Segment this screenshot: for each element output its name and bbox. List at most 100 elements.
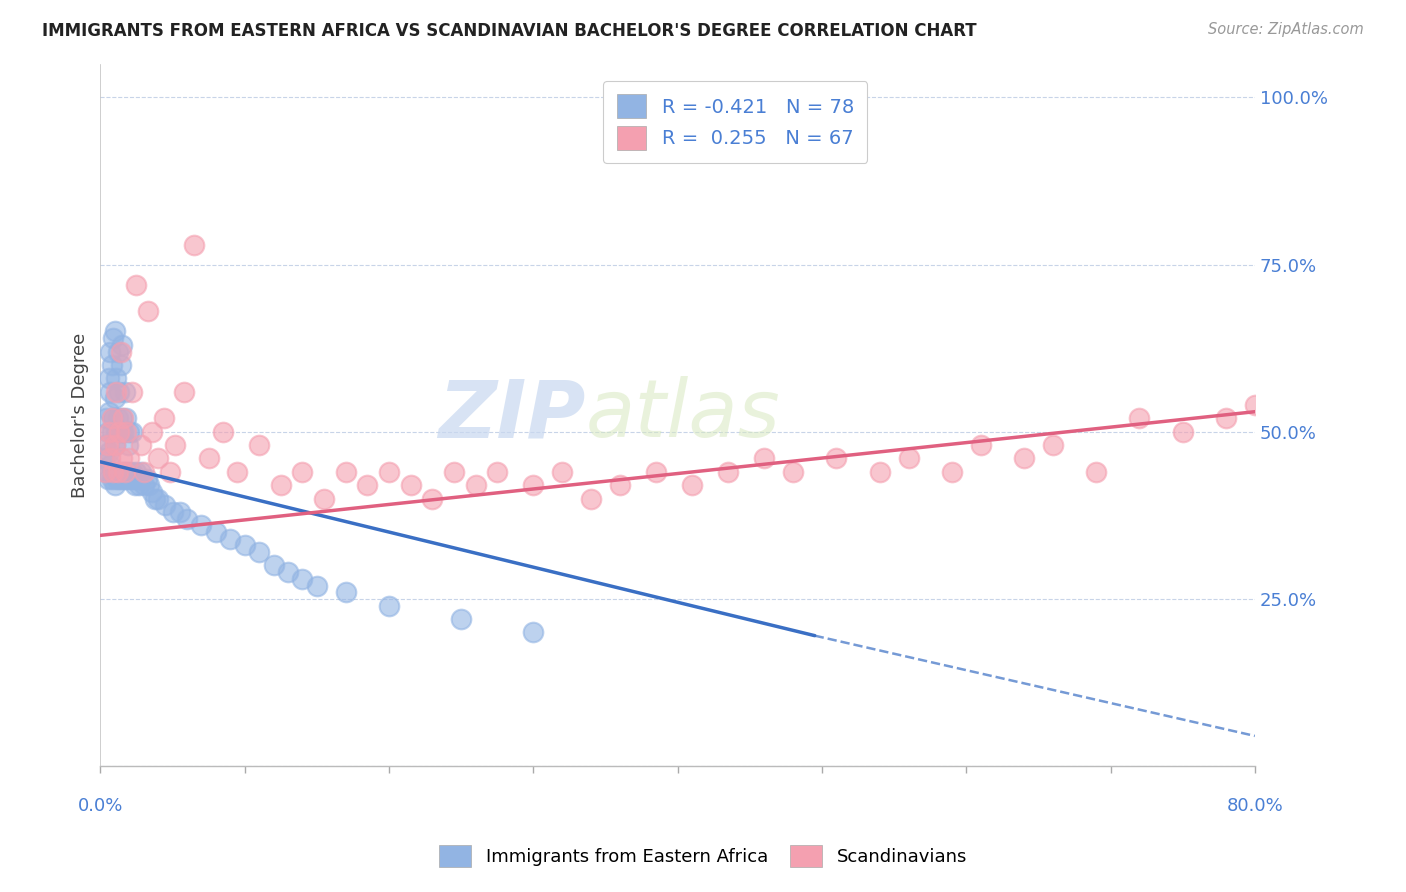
Point	[159, 465, 181, 479]
Point	[121, 465, 143, 479]
Point	[335, 465, 357, 479]
Point	[129, 438, 152, 452]
Point	[111, 451, 134, 466]
Text: 0.0%: 0.0%	[77, 797, 124, 814]
Point	[107, 465, 129, 479]
Point	[1244, 398, 1267, 412]
Point	[551, 465, 574, 479]
Point	[579, 491, 602, 506]
Point	[420, 491, 443, 506]
Point	[115, 425, 138, 439]
Point	[114, 465, 136, 479]
Point	[335, 585, 357, 599]
Point	[97, 425, 120, 439]
Point	[132, 465, 155, 479]
Legend: R = -0.421   N = 78, R =  0.255   N = 67: R = -0.421 N = 78, R = 0.255 N = 67	[603, 81, 868, 163]
Point	[127, 471, 149, 485]
Point	[450, 612, 472, 626]
Point	[110, 358, 132, 372]
Point	[98, 371, 121, 385]
Point	[103, 331, 125, 345]
Point	[141, 425, 163, 439]
Point	[717, 465, 740, 479]
Point	[100, 451, 122, 466]
Point	[98, 445, 121, 459]
Point	[609, 478, 631, 492]
Point	[219, 532, 242, 546]
Point	[233, 538, 256, 552]
Point	[114, 471, 136, 485]
Point	[247, 438, 270, 452]
Point	[204, 524, 226, 539]
Point	[115, 411, 138, 425]
Point	[108, 425, 131, 439]
Point	[111, 411, 134, 425]
Point	[104, 325, 127, 339]
Point	[118, 451, 141, 466]
Point	[98, 425, 121, 439]
Point	[105, 471, 128, 485]
Y-axis label: Bachelor's Degree: Bachelor's Degree	[72, 333, 89, 498]
Point	[1330, 652, 1353, 666]
Point	[122, 471, 145, 485]
Point	[173, 384, 195, 399]
Point	[114, 384, 136, 399]
Point	[645, 465, 668, 479]
Point	[118, 425, 141, 439]
Point	[522, 625, 544, 640]
Point	[155, 498, 177, 512]
Point	[110, 465, 132, 479]
Point	[825, 451, 848, 466]
Point	[125, 277, 148, 292]
Point	[100, 344, 122, 359]
Point	[143, 491, 166, 506]
Point	[112, 425, 135, 439]
Point	[464, 478, 486, 492]
Text: Source: ZipAtlas.com: Source: ZipAtlas.com	[1208, 22, 1364, 37]
Point	[1215, 411, 1237, 425]
Point	[1272, 665, 1295, 680]
Point	[141, 484, 163, 499]
Point	[270, 478, 292, 492]
Point	[153, 411, 176, 425]
Point	[146, 491, 169, 506]
Point	[103, 465, 125, 479]
Point	[1171, 425, 1194, 439]
Point	[212, 425, 235, 439]
Point	[101, 425, 124, 439]
Point	[897, 451, 920, 466]
Point	[486, 465, 509, 479]
Text: ZIP: ZIP	[437, 376, 585, 454]
Point	[118, 465, 141, 479]
Point	[101, 411, 124, 425]
Point	[378, 465, 401, 479]
Point	[132, 478, 155, 492]
Point	[399, 478, 422, 492]
Point	[176, 511, 198, 525]
Point	[135, 471, 157, 485]
Point	[146, 451, 169, 466]
Point	[226, 465, 249, 479]
Point	[108, 384, 131, 399]
Point	[263, 558, 285, 573]
Point	[107, 411, 129, 425]
Point	[128, 478, 150, 492]
Point	[105, 371, 128, 385]
Point	[103, 411, 125, 425]
Point	[869, 465, 891, 479]
Point	[121, 384, 143, 399]
Point	[91, 451, 114, 466]
Point	[121, 425, 143, 439]
Point	[443, 465, 465, 479]
Text: atlas: atlas	[585, 376, 780, 454]
Point	[111, 338, 134, 352]
Point	[681, 478, 703, 492]
Point	[107, 465, 129, 479]
Point	[124, 478, 146, 492]
Point	[97, 438, 120, 452]
Point	[1085, 465, 1108, 479]
Point	[1012, 451, 1035, 466]
Point	[107, 344, 129, 359]
Point	[190, 518, 212, 533]
Text: IMMIGRANTS FROM EASTERN AFRICA VS SCANDINAVIAN BACHELOR'S DEGREE CORRELATION CHA: IMMIGRANTS FROM EASTERN AFRICA VS SCANDI…	[42, 22, 977, 40]
